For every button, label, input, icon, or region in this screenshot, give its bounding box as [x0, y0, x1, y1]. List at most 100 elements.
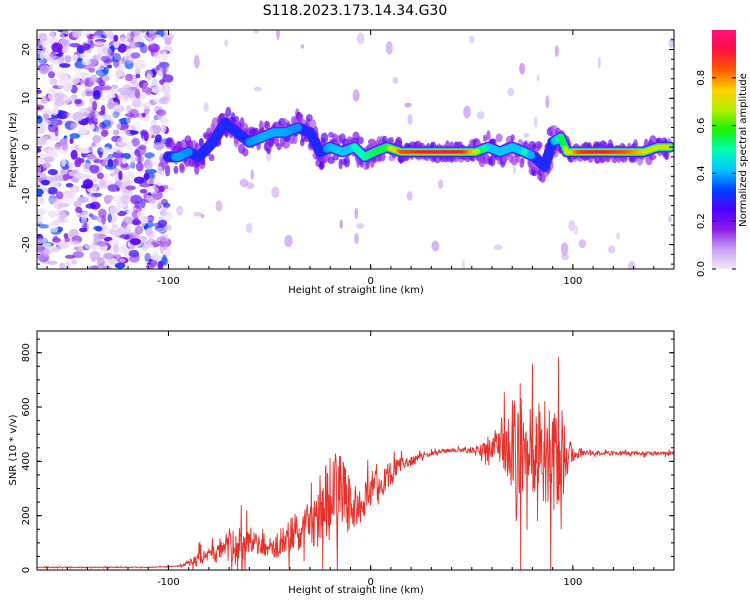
spectrogram-y-label: Frequency (Hz): [8, 112, 19, 188]
noise-blob: [90, 74, 98, 84]
noise-blob: [37, 207, 48, 215]
ridge-halo: [495, 133, 503, 143]
noise-blob: [54, 173, 63, 182]
noise-blob: [38, 57, 48, 64]
noise-blob: [133, 30, 141, 37]
noise-blob: [97, 233, 107, 240]
noise-blob: [85, 91, 93, 97]
y-tick-label: 400: [21, 452, 32, 471]
noise-blob: [88, 67, 95, 73]
noise-blob: [96, 172, 104, 180]
noise-blob: [92, 90, 101, 100]
noise-blob: [153, 53, 163, 59]
y-tick-label: 0: [21, 144, 32, 150]
noise-blob: [124, 235, 130, 240]
noise-blob: [253, 30, 260, 35]
noise-blob: [147, 70, 154, 79]
noise-blob: [102, 47, 112, 55]
noise-blob: [89, 123, 96, 130]
noise-blob: [37, 104, 44, 111]
noise-blob: [122, 216, 135, 226]
noise-blob: [88, 116, 98, 124]
noise-blob: [42, 242, 52, 248]
ridge-halo: [173, 165, 179, 174]
noise-blob: [42, 162, 51, 169]
ridge-halo: [276, 143, 282, 151]
y-tick-label: 200: [21, 506, 32, 525]
noise-blob: [57, 202, 70, 208]
noise-blob: [159, 96, 170, 105]
noise-blob: [135, 73, 141, 79]
noise-blob: [523, 133, 529, 138]
noise-blob: [48, 64, 54, 69]
noise-blob: [57, 216, 69, 224]
noise-blob: [203, 102, 209, 113]
noise-blob: [200, 213, 205, 219]
noise-blob: [146, 194, 152, 201]
noise-blob: [42, 109, 52, 119]
ridge-halo: [332, 133, 338, 143]
noise-blob: [43, 156, 55, 163]
noise-blob: [163, 92, 171, 101]
noise-blob: [114, 262, 126, 269]
noise-blob: [107, 102, 114, 110]
noise-blob: [138, 80, 149, 89]
noise-blob: [37, 147, 42, 153]
noise-blob: [151, 240, 163, 247]
noise-blob: [114, 104, 122, 109]
noise-blob: [49, 78, 58, 86]
noise-blob: [63, 233, 69, 239]
noise-blob: [70, 149, 78, 160]
noise-blob: [82, 162, 92, 173]
noise-blob: [68, 170, 80, 177]
noise-blob: [98, 81, 106, 87]
ridge-point: [293, 123, 302, 132]
noise-blob: [80, 72, 89, 79]
noise-blob: [124, 170, 135, 180]
noise-blob: [49, 36, 58, 45]
colorbar-tick-label: 0.4: [696, 165, 707, 181]
noise-blob: [126, 141, 134, 151]
noise-blob: [91, 142, 96, 148]
ridge-halo: [482, 134, 488, 142]
noise-blob: [89, 164, 100, 174]
noise-blob: [102, 75, 109, 82]
noise-blob: [139, 189, 148, 194]
noise-blob: [81, 59, 92, 66]
noise-blob: [71, 30, 82, 38]
noise-blob: [476, 111, 485, 120]
ridge-point: [462, 150, 465, 154]
noise-blob: [47, 169, 58, 176]
noise-blob: [161, 211, 173, 222]
noise-blob: [58, 63, 71, 68]
noise-blob: [137, 91, 147, 100]
noise-blob: [97, 240, 110, 247]
ridge-halo: [320, 132, 329, 144]
noise-blob: [111, 223, 119, 229]
noise-blob: [578, 239, 586, 249]
noise-blob: [143, 216, 155, 222]
noise-blob: [139, 30, 147, 33]
noise-blob: [545, 95, 550, 109]
ridge-halo: [179, 164, 186, 174]
noise-blob: [100, 129, 109, 137]
noise-blob: [72, 177, 80, 183]
noise-blob: [193, 211, 202, 217]
noise-blob: [554, 45, 559, 57]
noise-blob: [157, 260, 164, 269]
noise-blob: [127, 86, 138, 92]
noise-blob: [91, 179, 99, 189]
noise-blob: [100, 105, 106, 114]
ridge-halo: [536, 143, 541, 152]
noise-blob: [155, 109, 167, 117]
noise-blob: [114, 226, 126, 235]
noise-blob: [129, 108, 139, 119]
noise-blob: [51, 246, 61, 253]
noise-blob: [147, 185, 159, 194]
x-tick-label: 100: [563, 276, 582, 287]
noise-blob: [114, 145, 124, 154]
noise-blob: [392, 76, 399, 84]
spectrogram-x-label: Height of straight line (km): [288, 285, 424, 296]
noise-blob: [668, 37, 674, 49]
noise-blob: [107, 213, 112, 223]
